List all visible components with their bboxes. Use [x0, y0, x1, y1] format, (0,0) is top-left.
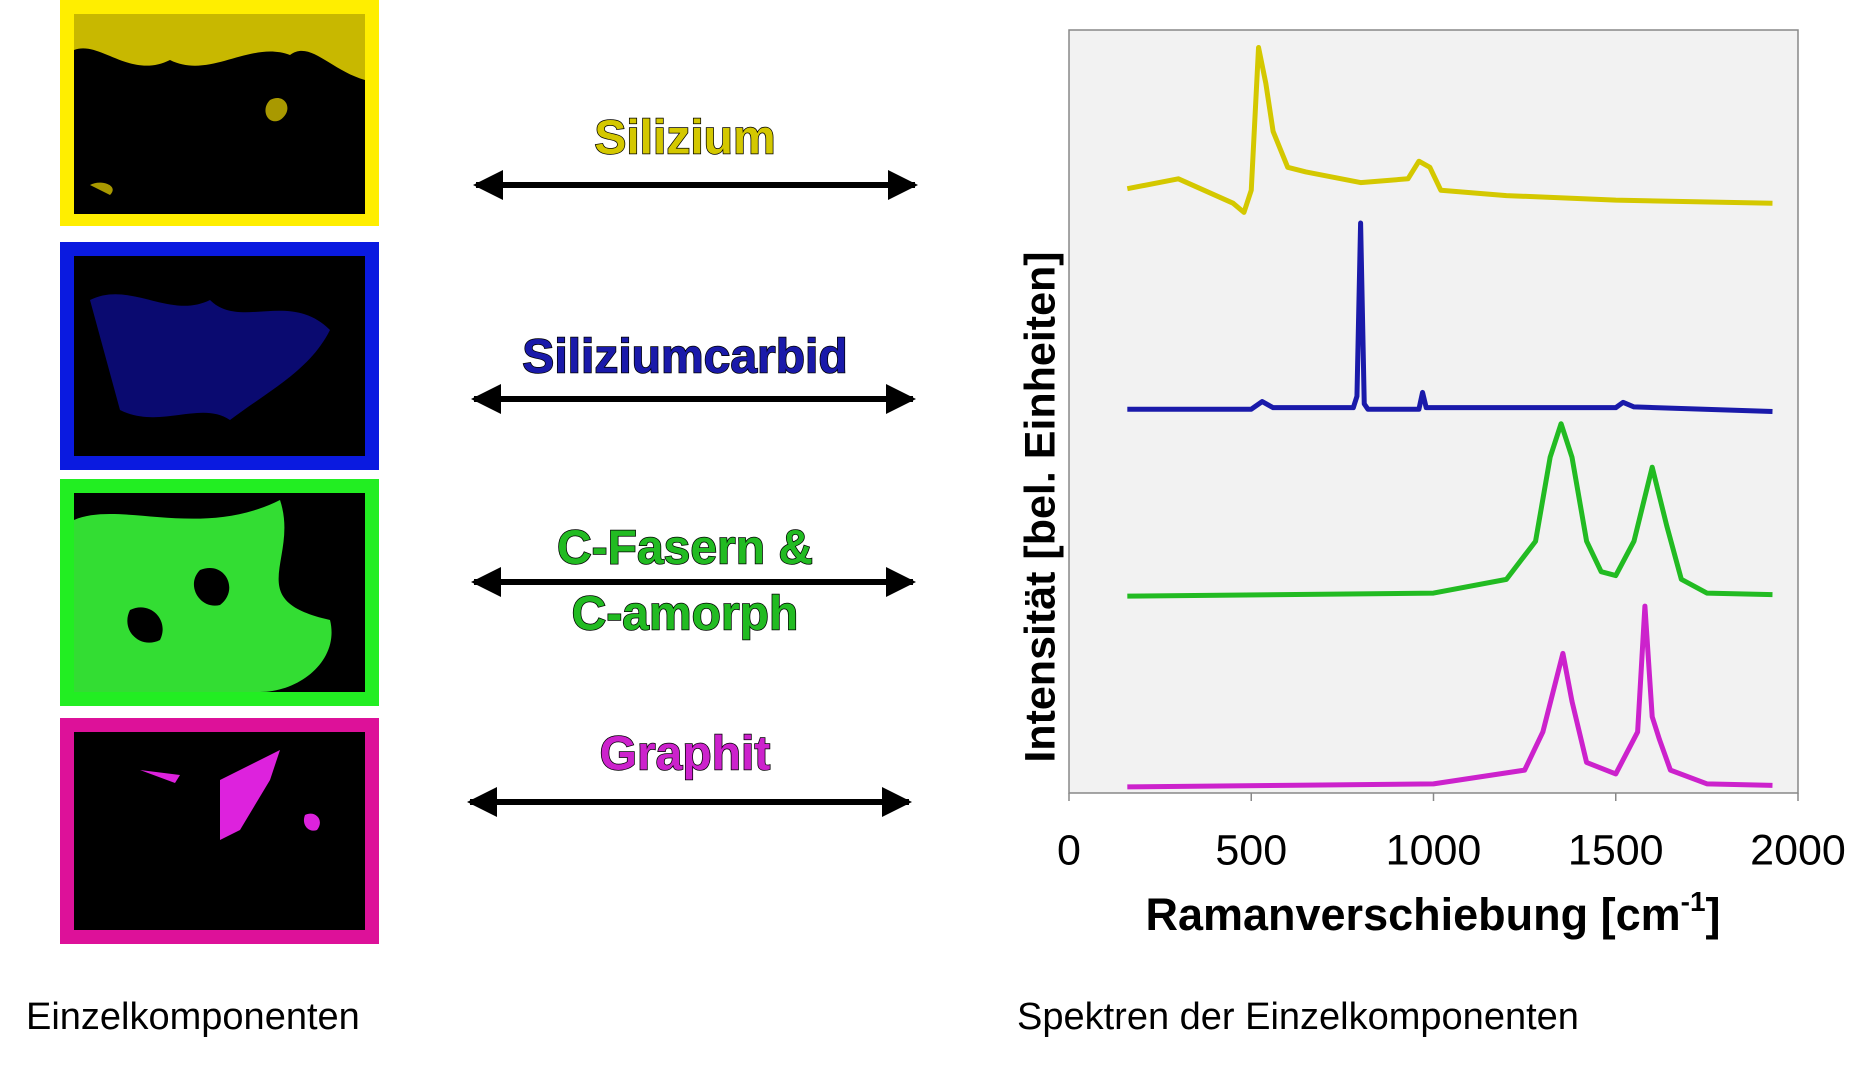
- x-tick-label: 1500: [1568, 826, 1664, 874]
- spectrum-line: [1126, 45, 1773, 215]
- x-axis-label: Ramanverschiebung [cm-1]: [1145, 886, 1720, 940]
- caption: Spektren der Einzelkomponenten: [1017, 996, 1579, 1038]
- x-axis-label-end: ]: [1706, 889, 1721, 940]
- phase-region: [74, 14, 365, 80]
- panel-image: [74, 732, 365, 930]
- spectrum-line: [1127, 603, 1773, 790]
- phase-region: [140, 750, 320, 840]
- x-tick-label: 500: [1215, 826, 1287, 874]
- x-tick-label: 0: [1057, 826, 1081, 874]
- x-tick-label: 2000: [1750, 826, 1846, 874]
- y-axis-label: Intensität [bel. Einheiten]: [1016, 251, 1064, 762]
- micrographs: [60, 0, 379, 944]
- x-tick-label: 1000: [1386, 826, 1482, 874]
- component-label: Silizium: [594, 112, 775, 165]
- phase-region: [90, 98, 288, 195]
- phase-gap: [127, 568, 230, 643]
- component-label: Siliziumcarbid: [522, 331, 847, 384]
- caption: Einzelkomponenten: [26, 996, 360, 1038]
- component-label: C-Fasern &: [557, 522, 813, 575]
- component-label: C-amorph: [572, 588, 799, 641]
- x-axis-label-main: Ramanverschiebung [cm: [1145, 889, 1680, 940]
- spectrum-line: [1127, 421, 1773, 599]
- component-label: Graphit: [600, 728, 771, 781]
- phase-region: [90, 294, 330, 420]
- arrows: [467, 170, 918, 817]
- x-axis-label-sup: -1: [1681, 886, 1706, 917]
- spectrum-line: [1127, 220, 1773, 414]
